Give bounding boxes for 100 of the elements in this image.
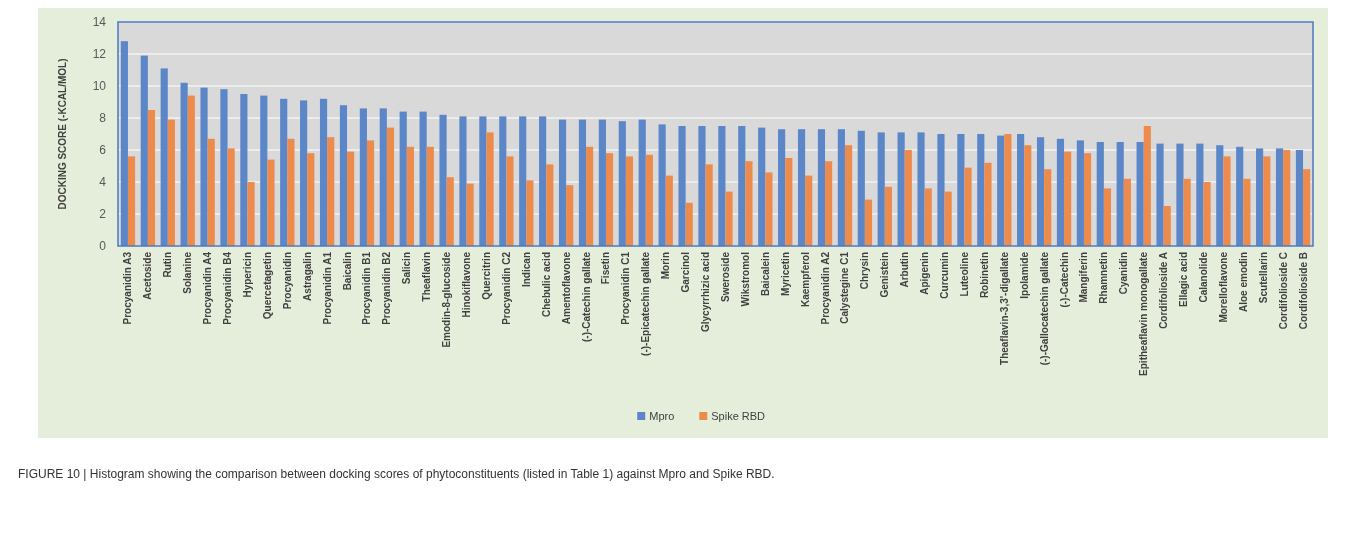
- bar: [558, 119, 567, 246]
- bar: [479, 116, 487, 246]
- bar: [1024, 145, 1032, 246]
- x-tick-label: Ellagic acid: [1178, 252, 1190, 308]
- bar: [725, 191, 733, 246]
- bar: [665, 175, 673, 246]
- bar: [578, 119, 587, 246]
- bar: [678, 126, 686, 246]
- bar: [1136, 142, 1144, 246]
- x-tick-label: Quercetagetin: [261, 252, 273, 320]
- x-tick-label: Procyanidin A4: [202, 251, 214, 325]
- bar: [1056, 138, 1065, 246]
- bar: [718, 126, 726, 246]
- x-tick-label: Morin: [660, 252, 672, 280]
- bar: [207, 138, 215, 246]
- bar: [499, 116, 507, 246]
- x-tick-label: Rhamnetin: [1098, 252, 1110, 304]
- x-tick-label: Procyanidin: [281, 252, 293, 310]
- caption: FIGURE 10 | Histogram showing the comparison between docking scores of phytoconstituents (listed in Table 1) against Mpro and Spike RBD.: [18, 467, 775, 481]
- bar: [327, 137, 335, 246]
- bar: [864, 199, 873, 246]
- bar: [837, 129, 845, 246]
- x-tick-label: (-)-Gallocatechin gallate: [1038, 251, 1050, 366]
- bar: [167, 119, 175, 246]
- bar: [738, 126, 746, 246]
- bar: [459, 116, 467, 246]
- x-tick-label: Genistein: [879, 252, 891, 298]
- bar: [486, 132, 494, 246]
- bar: [924, 188, 932, 246]
- bar: [120, 41, 128, 246]
- x-tick-label: Salicin: [401, 252, 413, 285]
- x-tick-label: Sweroside: [719, 251, 731, 303]
- bar: [758, 127, 766, 246]
- bar: [805, 175, 813, 246]
- legend-label: Spike RBD: [711, 409, 766, 422]
- bar: [1036, 137, 1045, 246]
- x-tick-label: Cordifolioside A: [1158, 252, 1170, 329]
- x-tick-label: Calystegine C1: [839, 251, 851, 324]
- bar: [1123, 178, 1131, 246]
- y-tick-label: 2: [99, 207, 107, 222]
- x-tick-label: Fisetin: [600, 252, 612, 285]
- bar: [1183, 178, 1191, 246]
- x-tick-label: Chrysin: [859, 252, 871, 290]
- bar: [1096, 142, 1104, 246]
- bar: [944, 191, 952, 246]
- bar: [625, 156, 634, 246]
- bar: [539, 116, 547, 246]
- bar: [287, 138, 295, 246]
- bar: [1083, 153, 1092, 246]
- x-tick-label: Procyanidin B1: [361, 251, 373, 325]
- bar: [1275, 148, 1284, 246]
- bar: [618, 121, 626, 246]
- x-tick-label: Aloe emodin: [1237, 252, 1249, 313]
- x-tick-label: Indican: [520, 252, 532, 288]
- x-tick-label: Hinokiflavone: [461, 251, 473, 318]
- x-tick-label: Myricetin: [779, 252, 791, 296]
- bar: [419, 111, 427, 246]
- x-tick-label: Glycyrrhizic acid: [700, 252, 712, 333]
- bar: [705, 164, 713, 246]
- bar: [977, 134, 985, 246]
- bar: [359, 108, 367, 246]
- x-tick-label: Theaflavin: [421, 252, 433, 302]
- bar: [160, 68, 168, 246]
- bar: [1017, 134, 1025, 246]
- y-tick-label: 10: [92, 79, 107, 94]
- bar: [300, 100, 308, 246]
- y-tick-label: 6: [99, 143, 107, 158]
- x-tick-label: Chebulic acid: [540, 252, 552, 318]
- bar: [127, 156, 136, 246]
- bar: [366, 140, 375, 246]
- bar: [745, 161, 753, 246]
- x-tick-label: Epitheaflavin monogallate: [1138, 251, 1150, 376]
- x-tick-label: Curcumin: [939, 252, 951, 299]
- x-tick-label: Morelloflavone: [1217, 251, 1229, 323]
- bar: [187, 95, 195, 246]
- bar: [605, 153, 614, 246]
- bar: [698, 126, 706, 246]
- x-tick-label: Arbutin: [899, 252, 911, 288]
- bar: [917, 132, 925, 246]
- bar: [406, 146, 414, 246]
- bar: [877, 132, 885, 246]
- bar: [1223, 156, 1231, 246]
- bar: [797, 129, 806, 246]
- x-tick-label: Amentoflavone: [560, 251, 572, 325]
- bar: [1064, 151, 1072, 246]
- bar: [1295, 150, 1304, 246]
- x-tick-label: Apigenin: [919, 252, 931, 295]
- x-tick-label: Luteoline: [958, 251, 970, 297]
- x-tick-label: Acetoside: [142, 251, 154, 300]
- bar: [765, 172, 773, 246]
- x-tick-label: Rutin: [162, 252, 174, 278]
- x-tick-label: Wikstromol: [739, 251, 751, 307]
- x-tick-label: Scutellarin: [1257, 252, 1269, 304]
- x-tick-label: Solanine: [182, 251, 194, 294]
- y-tick-label: 4: [99, 175, 107, 190]
- legend-label: Mpro: [649, 409, 675, 422]
- bar: [1196, 143, 1204, 246]
- bar: [466, 183, 474, 246]
- x-tick-label: Procyanidin B2: [381, 251, 393, 325]
- x-tick-label: Emodin-8-glucoside: [441, 251, 453, 348]
